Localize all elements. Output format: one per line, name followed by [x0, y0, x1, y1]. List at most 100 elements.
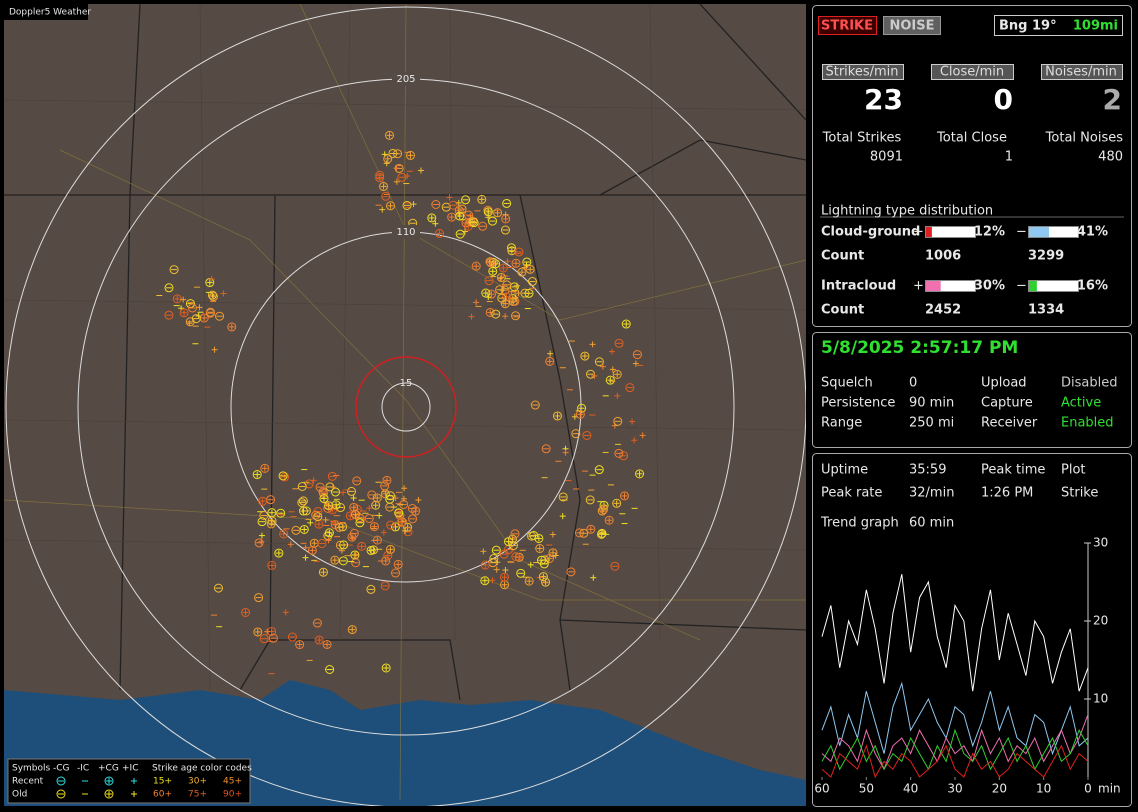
stat-value: 35:59 [909, 463, 946, 478]
strike-circle [291, 525, 301, 535]
strike-circle [330, 555, 340, 565]
strike-circle [580, 351, 590, 361]
strike-symbol [631, 437, 638, 444]
strike-symbol [397, 172, 407, 182]
stat-label: Peak rate [821, 486, 882, 501]
strike-circle [585, 495, 595, 505]
noise-button[interactable] [883, 16, 941, 35]
strike-circle [267, 516, 277, 526]
strike-symbol [297, 481, 307, 491]
strike-circle [352, 476, 362, 486]
strike-symbol [441, 202, 451, 212]
strike-symbol [408, 514, 418, 524]
strike-circle [491, 259, 501, 269]
strike-circle [477, 194, 487, 204]
legend-type: -IC [77, 764, 89, 774]
strike-button-label[interactable]: STRIKE [821, 19, 873, 34]
strike-button[interactable] [818, 16, 877, 35]
distribution-title: Lightning type distribution [821, 204, 993, 219]
range-label: 110 [396, 227, 415, 238]
strike-symbol [279, 529, 289, 539]
strike-symbol [325, 537, 332, 544]
strike-symbol [164, 310, 174, 320]
strike-symbol [522, 257, 532, 267]
strike-symbol [391, 568, 401, 578]
sign: − [1016, 225, 1027, 240]
strike-circle [317, 539, 327, 549]
strike-circle [441, 202, 451, 212]
strike-circle [434, 228, 444, 238]
strike-symbol [330, 555, 340, 565]
strike-symbol [339, 540, 349, 550]
strike-circle [355, 518, 365, 528]
strike-circle [448, 200, 458, 210]
strike-symbol [500, 225, 510, 235]
strike-circle [552, 411, 562, 421]
strike-symbol [402, 200, 412, 210]
strike-circle [495, 285, 505, 295]
stat-value: Strike [1061, 486, 1098, 501]
strike-circle [366, 545, 376, 555]
strike-circle [486, 289, 496, 299]
strike-circle [280, 472, 290, 482]
strike-symbol [632, 360, 639, 367]
strike-circle [394, 508, 404, 518]
stat-label: Trend graph [820, 516, 899, 531]
strike-circle [372, 493, 382, 503]
strike-symbol [489, 554, 499, 564]
close-ring [355, 356, 457, 458]
strike-circle [597, 506, 607, 516]
bearing-box [994, 15, 1123, 36]
count: 2452 [925, 303, 961, 318]
strike-symbol [241, 607, 251, 617]
strike-symbol [434, 228, 444, 238]
strike-symbol [619, 451, 629, 461]
strike-circle [486, 258, 496, 268]
age-code: 75+ [188, 790, 207, 800]
strike-symbol [502, 313, 509, 320]
strike-circle [347, 486, 357, 496]
strike-circle [366, 584, 376, 594]
strike-circle [524, 576, 534, 586]
strike-circle [227, 322, 237, 332]
strike-symbol [227, 322, 237, 332]
strike-symbol [625, 383, 635, 393]
range-label: 205 [396, 74, 415, 85]
strike-symbol [322, 639, 332, 649]
strike-symbol [411, 506, 421, 516]
strike-circle [619, 491, 629, 501]
strike-circle [478, 221, 488, 231]
noise-button-label[interactable]: NOISE [889, 19, 934, 34]
strike-symbol [432, 220, 439, 227]
strike-symbol [307, 545, 317, 555]
strike-symbol [609, 366, 616, 373]
strike-circle [403, 527, 413, 537]
strike-symbol [461, 195, 471, 205]
strike-symbol [559, 513, 566, 520]
strike-symbol [259, 510, 269, 520]
x-tick-label: 0 [1084, 782, 1092, 796]
strike-circle [382, 475, 392, 485]
session-field: Disabled [1061, 376, 1117, 391]
x-tick-label: 30 [947, 782, 962, 796]
session-field: Range [821, 416, 862, 431]
strike-symbol [589, 341, 596, 348]
strike-symbol [331, 520, 338, 527]
strike-symbol [547, 350, 554, 357]
strike-symbol [172, 294, 182, 304]
strike-symbol [498, 263, 508, 273]
stat-value: 1:26 PM [981, 486, 1033, 501]
strike-circle [524, 288, 534, 298]
strike-symbol [315, 482, 325, 492]
y-tick-label: 30 [1093, 536, 1108, 550]
strike-symbol [383, 154, 393, 164]
strike-circle [571, 429, 581, 439]
strike-circle [380, 489, 390, 499]
rate-header: Strikes/min [825, 65, 898, 80]
strike-circle [208, 292, 218, 302]
strike-symbol [325, 665, 335, 675]
strike-symbol [489, 577, 496, 584]
strike-symbol [552, 411, 562, 421]
strike-circle [545, 356, 555, 366]
session-field: Active [1061, 396, 1101, 411]
